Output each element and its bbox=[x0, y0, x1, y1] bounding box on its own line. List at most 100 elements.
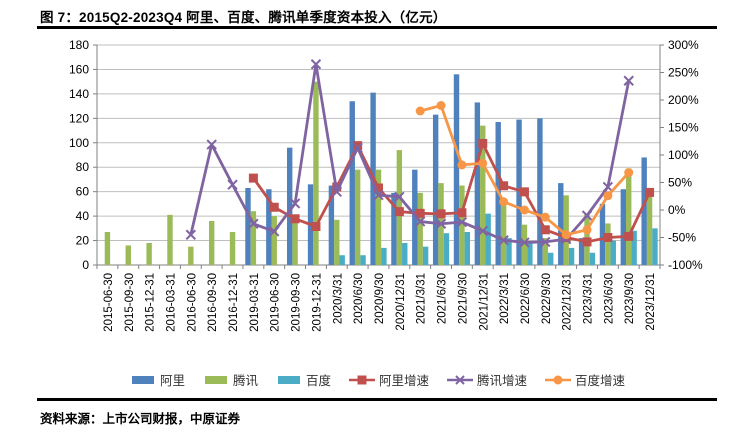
marker-x bbox=[185, 229, 197, 240]
bar-腾讯-2015-12-31 bbox=[146, 243, 152, 265]
bar-阿里-2021/6/30 bbox=[432, 114, 439, 266]
bar-腾讯-2019-06-30 bbox=[271, 216, 277, 265]
axis-tick-label: 20 bbox=[76, 234, 90, 248]
marker-x bbox=[352, 142, 363, 154]
bar-百度-2021/6/30 bbox=[443, 233, 450, 265]
axis-tick-label: -100% bbox=[668, 258, 703, 272]
marker-circle bbox=[519, 205, 529, 215]
axis-tick-label: 2022/9/30 bbox=[541, 273, 553, 324]
axis-tick-label: 2019-06-30 bbox=[270, 273, 282, 332]
bar-阿里-2023/6/30 bbox=[599, 203, 606, 265]
marker-circle bbox=[582, 225, 592, 235]
marker-square bbox=[415, 208, 425, 218]
axis-tick-label: 0 bbox=[82, 258, 89, 272]
bar-百度-2020/12/31 bbox=[402, 243, 408, 265]
bar-腾讯-2016-09-30 bbox=[208, 221, 215, 265]
axis-tick-label: 200% bbox=[668, 93, 699, 107]
marker-square bbox=[519, 187, 529, 197]
axis-tick-label: 2019-03-31 bbox=[249, 273, 261, 332]
bar-腾讯-2022/9/30 bbox=[542, 238, 549, 265]
bar-百度-2023/12/31 bbox=[652, 228, 658, 265]
legend-label: 腾讯 bbox=[232, 374, 258, 388]
axis-tick-label: 2020/3/31 bbox=[332, 273, 344, 324]
axis-tick-label: 100% bbox=[668, 148, 699, 162]
marker-x bbox=[602, 181, 614, 193]
marker-circle bbox=[540, 212, 550, 222]
axis-tick-label: 50% bbox=[668, 176, 692, 190]
bar-腾讯-2021/3/31 bbox=[417, 192, 423, 265]
footer-divider bbox=[37, 398, 717, 401]
bar-百度-2023/9/30 bbox=[631, 230, 637, 265]
marker-square bbox=[499, 181, 509, 191]
bar-阿里-2020/6/30 bbox=[349, 101, 355, 265]
marker-circle bbox=[457, 160, 467, 170]
bar-腾讯-2016-12-31 bbox=[229, 232, 236, 265]
capex-chart-canvas: 0 20 40 60 80 100 120 140 160 180 -100% -50% 0% 50% 10… bbox=[69, 38, 703, 332]
axis-tick-label: 150% bbox=[668, 121, 699, 135]
marker-x bbox=[331, 186, 343, 198]
axis-tick-label: 2022/3/31 bbox=[499, 273, 511, 324]
axis-tick-label: 80 bbox=[76, 160, 90, 174]
marker-square bbox=[540, 225, 550, 235]
axis-tick-label: 2021/12/31 bbox=[478, 273, 490, 331]
legend-item-百度: 百度 bbox=[276, 370, 331, 389]
marker-x bbox=[394, 191, 405, 203]
marker-circle bbox=[603, 191, 613, 201]
bar-阿里-2023/9/30 bbox=[620, 189, 627, 265]
bar-腾讯-2019-09-30 bbox=[292, 216, 298, 265]
marker-x bbox=[206, 139, 217, 150]
marker-square bbox=[436, 209, 446, 219]
marker-square bbox=[582, 237, 592, 247]
legend-swatch-icon bbox=[277, 375, 300, 384]
bar-百度-2022/6/30 bbox=[527, 243, 533, 265]
bar-腾讯-2019-12-31 bbox=[313, 81, 319, 265]
axis-tick-label: 2020/9/30 bbox=[374, 273, 386, 324]
axis-tick-label: 2021/6/30 bbox=[437, 273, 449, 324]
bar-腾讯-2019-03-31 bbox=[250, 211, 257, 265]
bar-腾讯-2016-03-31 bbox=[167, 214, 173, 265]
bar-腾讯-2022/12/31 bbox=[563, 195, 569, 265]
bar-阿里-2023/12/31 bbox=[641, 157, 647, 265]
marker-x bbox=[540, 236, 551, 248]
marker-circle bbox=[499, 197, 509, 207]
marker-x bbox=[498, 235, 509, 246]
bar-百度-2020/6/30 bbox=[360, 255, 366, 265]
axis-tick-label: 2023/12/31 bbox=[645, 273, 657, 331]
bar-阿里-2019-03-31 bbox=[245, 188, 251, 265]
bar-百度-2022/9/30 bbox=[548, 252, 554, 265]
bar-腾讯-2023/9/30 bbox=[626, 168, 632, 265]
bar-阿里-2021/12/31 bbox=[474, 102, 481, 265]
bar-腾讯-2023/6/30 bbox=[605, 223, 611, 265]
bar-腾讯-2022/6/30 bbox=[521, 224, 528, 265]
legend-square-marker-icon bbox=[349, 375, 375, 384]
marker-x bbox=[456, 216, 468, 228]
axis-tick-label: 2016-03-31 bbox=[165, 273, 177, 332]
bar-阿里-2021/3/31 bbox=[412, 169, 418, 265]
bar-腾讯-2015-09-30 bbox=[125, 245, 131, 265]
axis-tick-label: 2022/6/30 bbox=[520, 273, 532, 324]
bar-百度-2023/3/31 bbox=[589, 252, 596, 265]
marker-square bbox=[645, 187, 655, 197]
marker-circle bbox=[415, 106, 425, 116]
marker-x bbox=[289, 198, 301, 209]
legend-item-腾讯增速: 腾讯增速 bbox=[447, 370, 527, 389]
legend-swatch-icon bbox=[204, 375, 227, 384]
axis-tick-label: 2020/6/30 bbox=[353, 273, 365, 324]
marker-square bbox=[248, 173, 258, 183]
axis-tick-label: -50% bbox=[668, 231, 696, 245]
bar-百度-2022/12/31 bbox=[568, 247, 575, 265]
axis-tick-label: 2016-12-31 bbox=[228, 273, 240, 332]
marker-square bbox=[353, 141, 363, 151]
marker-x bbox=[435, 218, 447, 229]
axis-tick-label: 2021/3/31 bbox=[416, 273, 428, 324]
bar-阿里-2019-06-30 bbox=[266, 189, 272, 265]
bar-阿里-2023/3/31 bbox=[578, 238, 585, 265]
axis-tick-label: 0% bbox=[668, 203, 686, 217]
axis-tick-label: 2023/9/30 bbox=[624, 273, 636, 324]
marker-circle bbox=[561, 230, 571, 240]
line-百度增速 bbox=[419, 104, 630, 237]
axis-tick-label: 2019-12-31 bbox=[311, 273, 323, 332]
bar-阿里-2020/3/31 bbox=[328, 185, 335, 265]
bar-阿里-2020/12/31 bbox=[391, 192, 397, 265]
